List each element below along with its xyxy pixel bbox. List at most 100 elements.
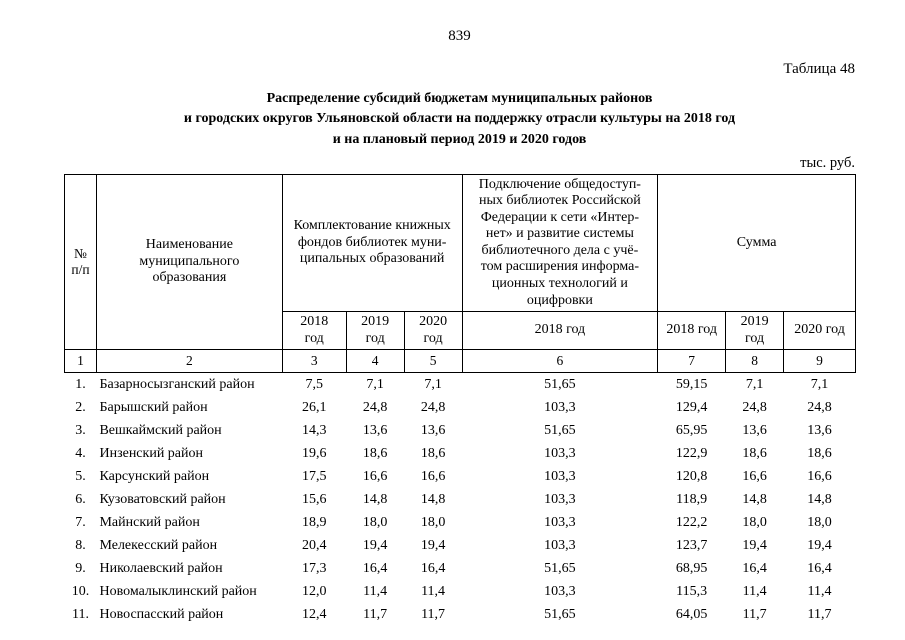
header-row-groups: № п/п Наименование муниципального образо… [64, 173, 856, 351]
row-value: 18,6 [807, 445, 832, 461]
table-row: 2. Барышский район 26,1 24,8 24,8 103,3 … [65, 396, 856, 419]
title-line-3: и на плановый период 2019 и 2020 годов [332, 131, 587, 147]
row-value: 7,1 [745, 376, 764, 392]
row-name: Кузоватовский район [99, 491, 226, 507]
col-header-name: Наименование муниципального образования [95, 173, 283, 351]
row-value: 14,8 [362, 491, 388, 507]
document-title: Распределение субсидий бюджетам муниципа… [64, 89, 855, 150]
table-head: № п/п Наименование муниципального образо… [64, 173, 856, 374]
row-value: 103,3 [544, 583, 576, 599]
row-name: Инзенский район [99, 445, 204, 461]
table-row: 5. Карсунский район 17,5 16,6 16,6 103,3… [65, 465, 856, 488]
row-value: 16,4 [362, 560, 388, 576]
row-value: 13,6 [807, 422, 832, 438]
row-value: 7,5 [305, 376, 323, 392]
row-value: 19,4 [362, 537, 388, 553]
row-value: 122,2 [675, 514, 708, 530]
row-name: Карсунский район [99, 468, 210, 484]
row-value: 17,3 [301, 560, 327, 576]
page-number: 839 [448, 28, 471, 44]
row-value: 24,8 [362, 399, 388, 415]
col-header-group-internet: Подключение общедоступ- ных библиотек Ро… [461, 173, 659, 313]
table-row: 4. Инзенский район 19,6 18,6 18,6 103,3 … [65, 442, 856, 465]
row-value: 16,4 [807, 560, 832, 576]
row-value: 51,65 [544, 376, 576, 392]
row-value: 16,6 [362, 468, 388, 484]
year-header-g3-2018: 2018 год [657, 311, 727, 351]
row-value: 122,9 [675, 445, 708, 461]
row-value: 18,0 [420, 514, 446, 530]
row-name: Николаевский район [99, 560, 223, 576]
row-value: 13,6 [420, 422, 446, 438]
row-name: Майнский район [99, 514, 200, 530]
row-value: 18,6 [742, 445, 767, 461]
year-header-g3-2019: 2019 год [725, 311, 785, 351]
row-value: 118,9 [676, 491, 708, 507]
subsidy-table: № п/п Наименование муниципального образо… [64, 173, 856, 626]
row-num: 3. [75, 422, 86, 438]
row-value: 14,3 [301, 422, 327, 438]
row-value: 59,15 [675, 376, 708, 392]
colnum-9: 9 [783, 349, 856, 374]
title-line-1: Распределение субсидий бюджетам муниципа… [266, 91, 653, 106]
row-value: 15,6 [301, 491, 327, 507]
row-num: 10. [71, 583, 90, 599]
row-value: 11,7 [807, 606, 832, 622]
table-row: 6. Кузоватовский район 15,6 14,8 14,8 10… [65, 488, 856, 511]
year-header-g1-2019: 2019 год [345, 311, 405, 351]
header-row-colnums: 1 2 3 4 5 6 7 8 9 [64, 349, 856, 374]
row-value: 14,8 [807, 491, 832, 507]
row-name: Новомалыклинский район [99, 583, 257, 599]
table-row: 11. Новоспасский район 12,4 11,7 11,7 51… [65, 603, 856, 626]
year-header-g1-2020: 2020 год [403, 311, 463, 351]
units-label: тыс. руб. [800, 154, 855, 171]
title-line-2: и городских округов Ульяновской области … [183, 111, 736, 127]
row-name: Вешкаймский район [99, 422, 222, 438]
colnum-7: 7 [657, 349, 727, 374]
row-value: 16,6 [807, 468, 832, 484]
row-name: Барышский район [99, 399, 208, 415]
row-value: 11,7 [363, 606, 388, 622]
row-num: 4. [75, 445, 86, 461]
row-value: 68,95 [675, 560, 708, 576]
row-value: 115,3 [676, 583, 708, 599]
row-num: 1. [75, 376, 86, 392]
row-value: 18,0 [742, 514, 767, 530]
row-value: 11,4 [742, 583, 767, 599]
row-value: 24,8 [742, 399, 767, 415]
row-value: 65,95 [675, 422, 708, 438]
row-value: 12,4 [301, 606, 327, 622]
row-value: 11,4 [807, 583, 832, 599]
row-value: 7,1 [810, 376, 829, 392]
row-value: 103,3 [544, 399, 576, 415]
row-value: 103,3 [544, 445, 576, 461]
row-num: 9. [75, 560, 86, 576]
row-value: 18,0 [362, 514, 388, 530]
row-value: 26,1 [301, 399, 327, 415]
row-value: 51,65 [544, 606, 576, 622]
row-value: 16,4 [742, 560, 767, 576]
col-header-group-sum: Сумма [657, 173, 856, 313]
row-value: 51,65 [544, 422, 576, 438]
row-value: 17,5 [301, 468, 327, 484]
row-num: 8. [75, 537, 86, 553]
row-name: Новоспасский район [99, 606, 224, 622]
row-value: 14,8 [420, 491, 446, 507]
colnum-1: 1 [64, 349, 97, 374]
row-name: Мелекесский район [99, 537, 218, 553]
row-value: 20,4 [301, 537, 327, 553]
row-value: 19,4 [742, 537, 767, 553]
row-value: 103,3 [544, 537, 576, 553]
row-value: 103,3 [544, 468, 576, 484]
colnum-5: 5 [403, 349, 463, 374]
table-row: 8. Мелекесский район 20,4 19,4 19,4 103,… [65, 534, 856, 557]
row-value: 103,3 [544, 514, 576, 530]
colnum-2: 2 [95, 349, 283, 374]
row-value: 18,6 [362, 445, 388, 461]
row-value: 12,0 [301, 583, 327, 599]
col-header-group-book-funds: Комплектование книжных фондов библиотек … [281, 173, 463, 313]
row-value: 123,7 [675, 537, 708, 553]
row-value: 16,6 [742, 468, 767, 484]
row-value: 129,4 [675, 399, 708, 415]
